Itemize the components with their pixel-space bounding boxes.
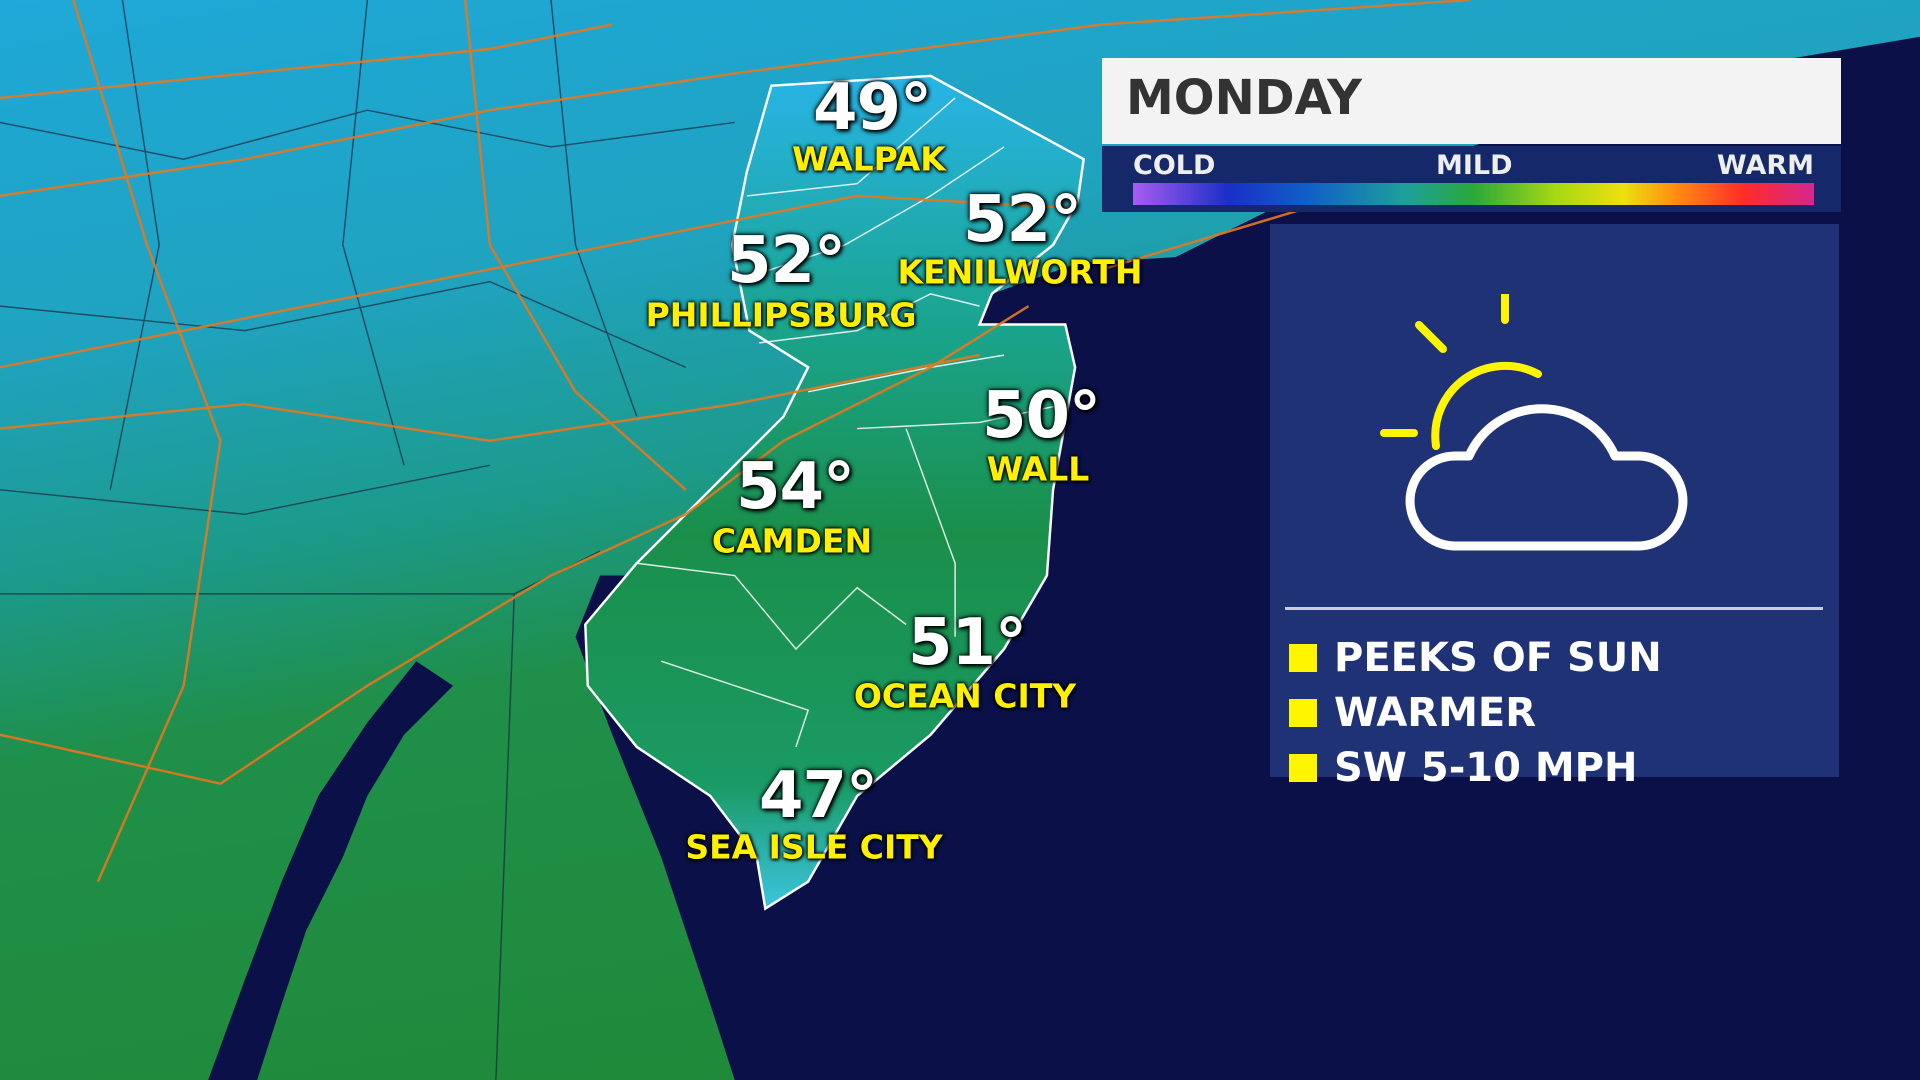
bullet-square-icon xyxy=(1289,754,1317,782)
temperature-scale: COLD MILD WARM xyxy=(1102,146,1841,212)
city-label: SEA ISLE CITY xyxy=(685,827,943,867)
temperature-value: 52° xyxy=(726,224,846,298)
panel-divider xyxy=(1285,607,1823,610)
temperature-value: 52° xyxy=(962,183,1082,257)
day-title: MONDAY xyxy=(1126,70,1362,126)
bullet-text: PEEKS OF SUN xyxy=(1334,635,1662,681)
day-header: MONDAY xyxy=(1102,58,1841,144)
temperature-value: 51° xyxy=(907,606,1027,680)
chesapeake-bay xyxy=(208,661,454,1080)
bullet-text: WARMER xyxy=(1334,690,1537,736)
city-label: OCEAN CITY xyxy=(853,676,1077,716)
temperature-value: 54° xyxy=(735,450,855,524)
scale-gradient-bar xyxy=(1133,183,1814,205)
city-label: WALL xyxy=(986,449,1090,489)
new-jersey xyxy=(584,74,1086,911)
temperature-value: 47° xyxy=(758,759,878,833)
scale-cold-label: COLD xyxy=(1133,150,1216,181)
temperature-value: 50° xyxy=(981,379,1101,453)
scale-warm-label: WARM xyxy=(1716,150,1814,181)
partly-sunny-icon xyxy=(1380,294,1688,551)
temperature-value: 49° xyxy=(812,71,932,145)
city-label: KENILWORTH xyxy=(897,252,1143,292)
bullet-square-icon xyxy=(1289,644,1317,672)
city-label: WALPAK xyxy=(792,139,946,179)
bullet-text: SW 5-10 MPH xyxy=(1334,745,1638,791)
bullet-square-icon xyxy=(1289,699,1317,727)
city-label: CAMDEN xyxy=(711,521,873,561)
city-label: PHILLIPSBURG xyxy=(645,295,917,335)
forecast-panel: PEEKS OF SUN WARMER SW 5-10 MPH xyxy=(1270,224,1839,791)
scale-mild-label: MILD xyxy=(1436,150,1513,181)
